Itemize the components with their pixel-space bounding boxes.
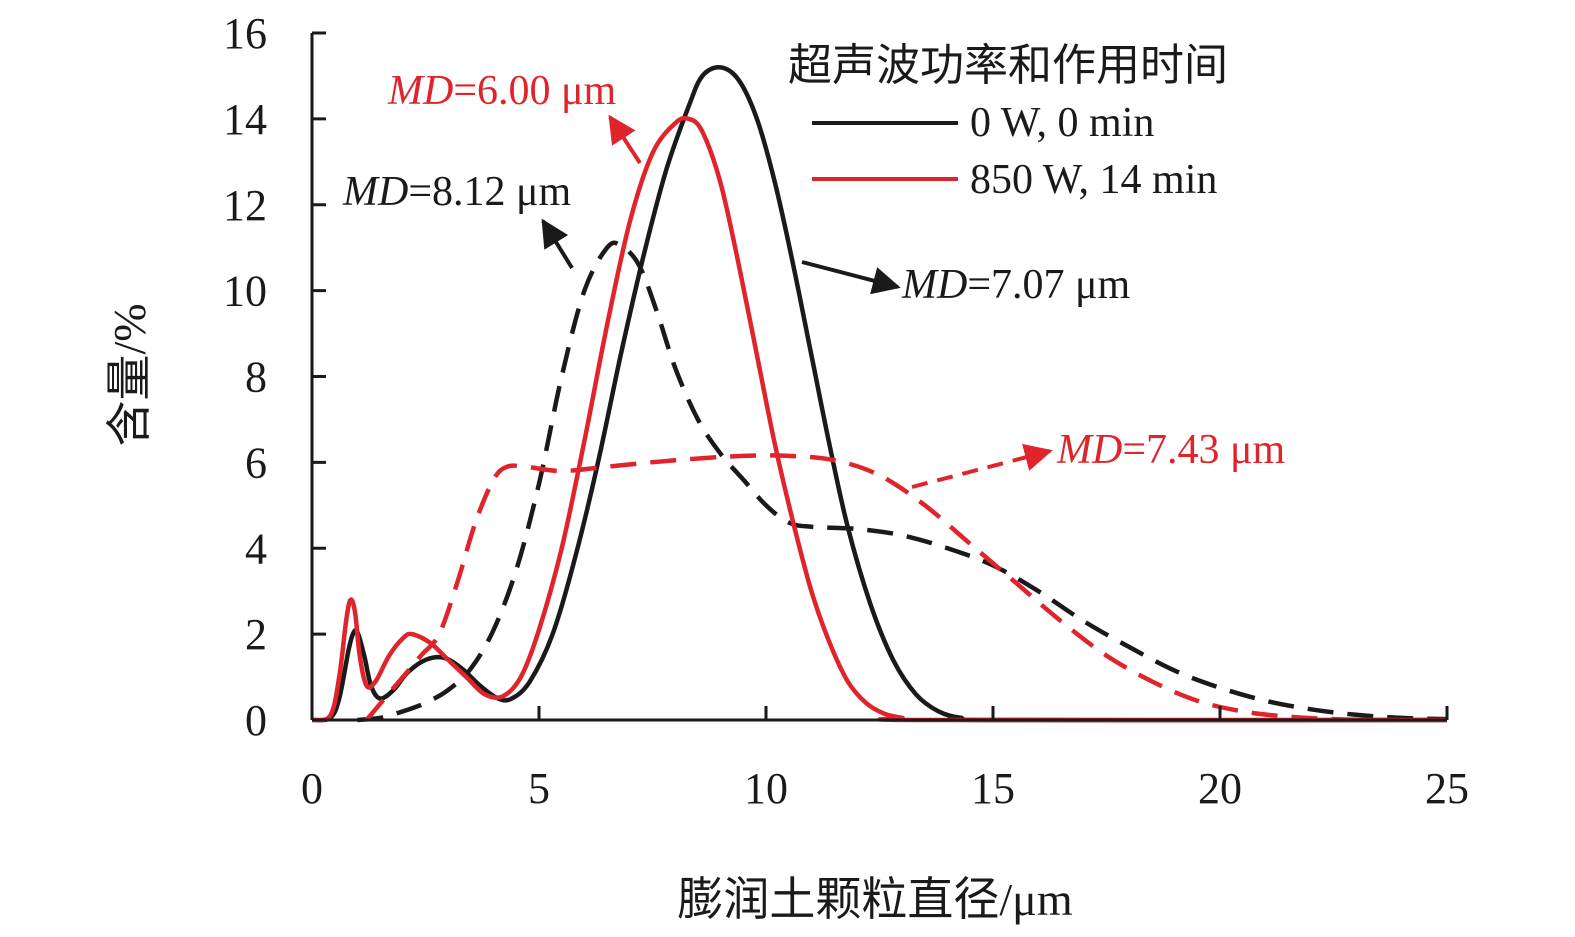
x-tick-label: 20: [1198, 764, 1242, 813]
annotation-md-707-value: =7.07 μm: [967, 262, 1130, 308]
y-tick-label: 2: [245, 610, 267, 659]
annotation-md-743-value: =7.43 μm: [1122, 427, 1285, 473]
series-line-0w-dashed: [357, 240, 1448, 723]
series-layer: [311, 65, 1448, 723]
annotation-md-707-arrow: [801, 260, 901, 295]
series-line-0w-solid: [311, 65, 1448, 723]
annotation-md-743: MD=7.43 μm: [1056, 427, 1286, 473]
y-tick-label: 16: [223, 9, 267, 58]
legend-label-850w: 850 W, 14 min: [970, 157, 1217, 203]
annotation-md-812: MD=8.12 μm: [342, 169, 572, 215]
annotation-md-812-arrow: [541, 218, 574, 270]
y-tick-label: 12: [223, 181, 267, 230]
y-tick-label: 6: [245, 438, 267, 487]
y-axis-title: 含量/%: [104, 303, 155, 446]
series-line-850w-solid: [311, 115, 1448, 723]
axes: [310, 33, 1447, 722]
x-tick-label: 10: [744, 764, 788, 813]
annotation-md-743-arrow: [911, 443, 1053, 489]
y-tick-label: 14: [223, 95, 267, 144]
y-tick-label: 0: [245, 696, 267, 745]
y-tick-label: 4: [245, 524, 267, 573]
annotation-md-707: MD=7.07 μm: [901, 262, 1131, 308]
annotation-md-743-label: MD: [1056, 427, 1122, 473]
annotation-md-600-value: =6.00 μm: [453, 68, 616, 114]
x-tick-label: 25: [1425, 764, 1469, 813]
legend-label-0w: 0 W, 0 min: [970, 100, 1154, 146]
annotation-md-812-value: =8.12 μm: [408, 169, 571, 215]
x-tick-label: 0: [301, 764, 323, 813]
y-tick-label: 8: [245, 353, 267, 402]
y-ticks: 0 2 4 6 8 10 12 14 16: [223, 9, 326, 745]
annotation-md-600-arrow: [608, 114, 642, 165]
annotation-md-812-label: MD: [342, 169, 408, 215]
legend-title: 超声波功率和作用时间: [788, 41, 1228, 90]
x-tick-label: 15: [971, 764, 1015, 813]
x-axis-title: 膨润土颗粒直径/μm: [677, 874, 1072, 925]
series-line-850w-dashed: [364, 453, 1379, 723]
legend: 超声波功率和作用时间 0 W, 0 min 850 W, 14 min: [788, 41, 1228, 203]
annotation-md-600-label: MD: [387, 68, 453, 114]
y-tick-label: 10: [223, 267, 267, 316]
x-tick-label: 5: [528, 764, 550, 813]
annotations: MD=6.00 μm MD=8.12 μm MD=7.07 μm MD=7.43…: [342, 68, 1286, 489]
x-ticks: 0 5 10 15 20 25: [301, 706, 1469, 813]
annotation-md-600: MD=6.00 μm: [387, 68, 617, 114]
annotation-md-707-label: MD: [901, 262, 967, 308]
